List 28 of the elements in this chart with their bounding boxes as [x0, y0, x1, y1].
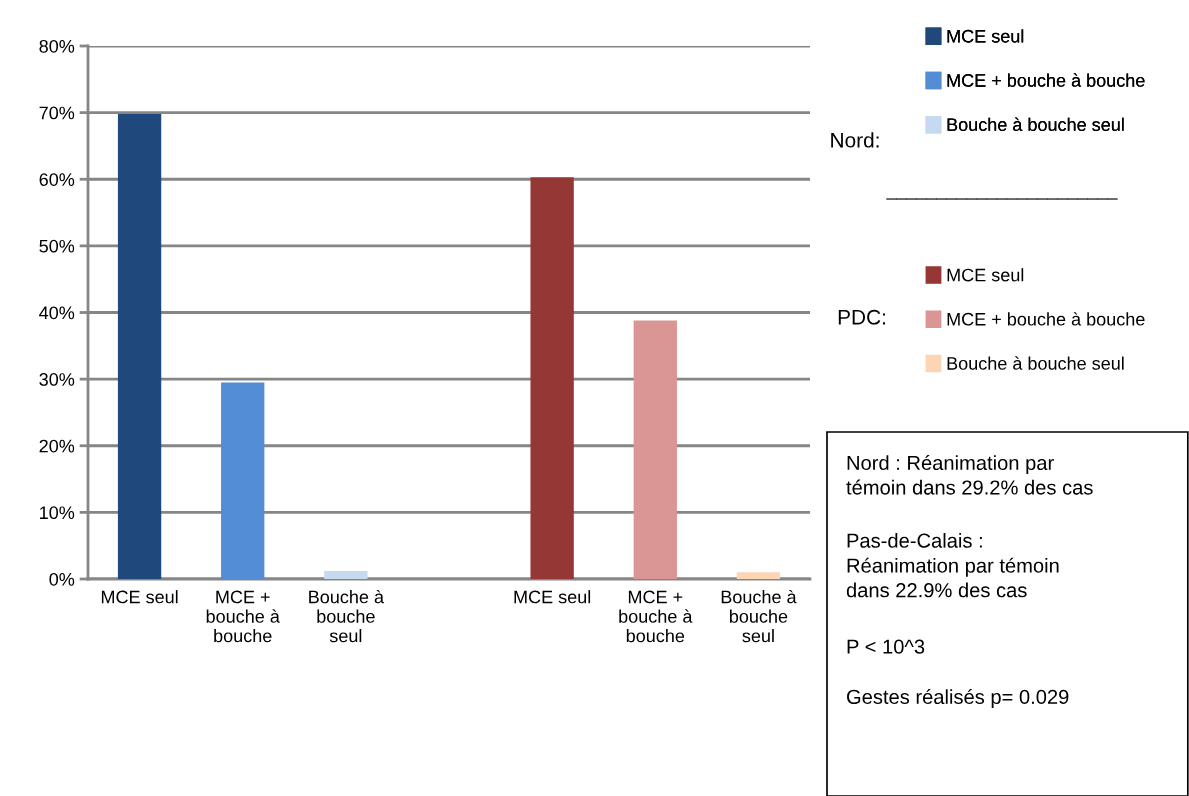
text: _______________________	[886, 198, 1118, 200]
y-tick-label: 80%	[39, 39, 75, 53]
legend-label: MCE seul	[947, 268, 1024, 282]
x-tick-label: Bouche à bouche seul	[309, 589, 385, 643]
legend-label: MCE + bouche à bouche	[947, 73, 1145, 87]
y-tick-label: 0%	[49, 572, 75, 586]
y-tick-label: 30%	[39, 373, 75, 386]
x-tick-label: MCE + bouche à bouche	[206, 590, 280, 643]
text: P < 10^3	[847, 639, 925, 654]
y-tick-label: 70%	[39, 106, 75, 120]
y-tick-label: 60%	[39, 173, 75, 186]
text: Nord:	[831, 132, 879, 148]
legend-label: Bouche à bouche seul	[947, 117, 1124, 132]
legend-label: Bouche à bouche seul	[947, 356, 1124, 370]
x-tick-label: MCE seul	[101, 590, 178, 604]
x-tick-label: Bouche à bouche seul	[721, 589, 797, 643]
x-tick-label: MCE + bouche à bouche	[619, 590, 693, 643]
legend-label: MCE + bouche à bouche	[947, 312, 1145, 326]
x-tick-label: MCE seul	[514, 590, 591, 604]
text: Gestes réalisés p= 0.029	[847, 689, 1069, 709]
y-tick-label: 10%	[40, 506, 75, 520]
y-tick-label: 20%	[39, 439, 75, 453]
y-tick-label: 40%	[39, 306, 75, 320]
text: Pas-de-Calais : Réanimation par témoin dans 22.9% des cas	[846, 533, 1059, 598]
text: Nord : Réanimation par témoin dans 29.2% des cas	[846, 455, 1093, 495]
y-tick-label: 50%	[39, 239, 75, 253]
text: PDC:	[838, 309, 885, 325]
legend-label: MCE seul	[947, 29, 1024, 43]
